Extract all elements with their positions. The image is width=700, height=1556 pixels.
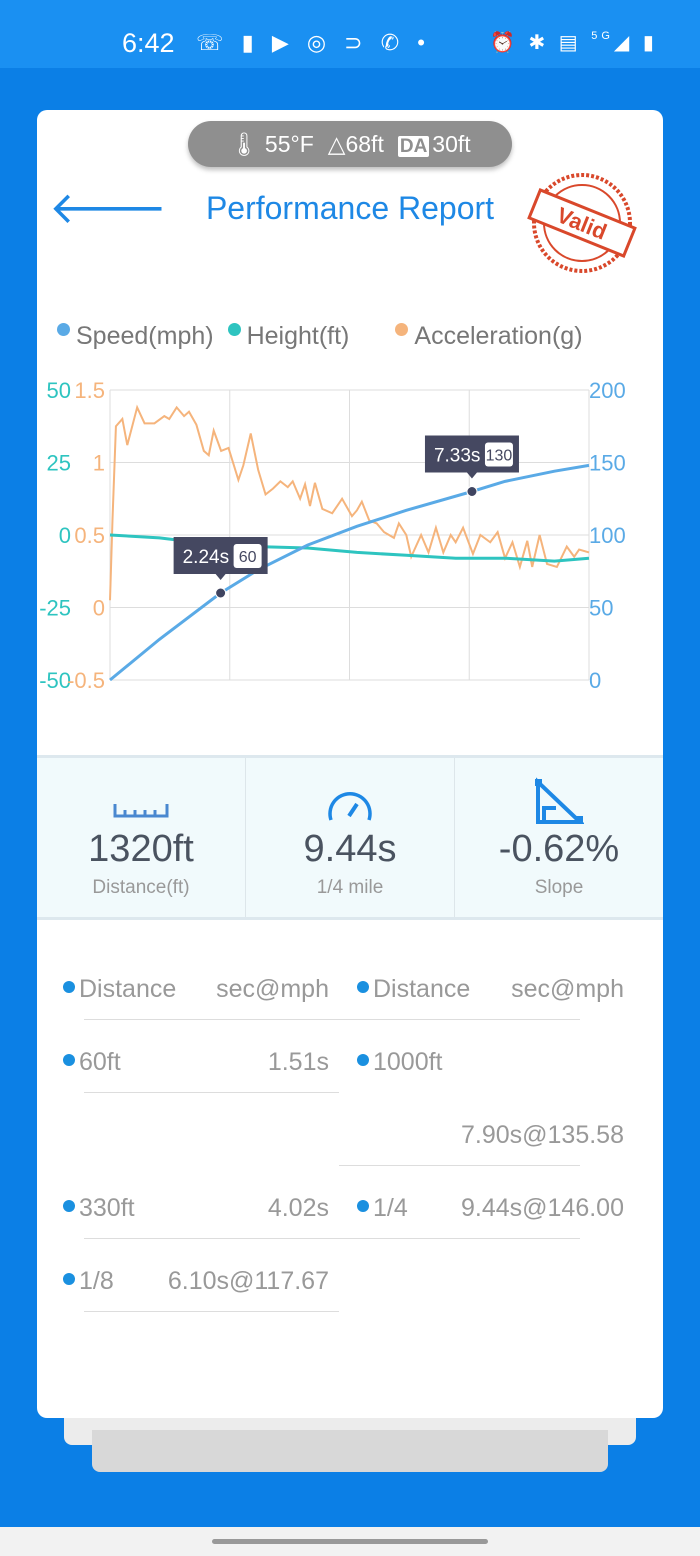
split-row: 1/8 6.10s@117.67 — [63, 1267, 329, 1307]
tick-speed: 150 — [589, 451, 626, 476]
altitude-value: 68ft — [345, 130, 384, 157]
series-speed — [109, 463, 590, 682]
tick-height: 25 — [47, 451, 71, 476]
slope-value: -0.62% — [498, 828, 620, 870]
split-row: 1/4 9.44s@146.00 — [357, 1194, 624, 1234]
back-arrow-icon[interactable]: 🡐 — [49, 184, 167, 233]
tick-acceleration: -0.5 — [67, 668, 105, 693]
slope-label: Slope — [534, 877, 584, 898]
mountain-icon: △ — [327, 130, 346, 157]
stat-slope: -0.62% Slope — [455, 758, 663, 917]
ruler-icon — [113, 804, 169, 818]
temperature: 🌡︎ 55°F — [229, 131, 313, 158]
tick-speed: 50 — [589, 596, 613, 621]
status-bar: 6:42 ☏ ▮ ▶ ◎ ⊃ ✆ • ⏰ ✱ ▤ 5G◢ ▮ — [0, 0, 700, 68]
tooltip-time: 7.33s — [434, 446, 480, 467]
acceleration-dot-icon — [395, 323, 409, 336]
distance-label: Distance(ft) — [92, 877, 190, 898]
valid-stamp: Valid — [527, 173, 637, 273]
home-handle[interactable] — [212, 1539, 488, 1544]
conditions-pill: 🌡︎ 55°F △68ft DA 30ft — [188, 121, 512, 167]
tick-speed: 0 — [589, 668, 601, 693]
series-acceleration — [109, 404, 590, 601]
stat-distance: 1320ft Distance(ft) — [37, 758, 246, 917]
tooltip-speed-badge — [484, 442, 513, 467]
divider — [84, 1092, 339, 1093]
notification-icons: ☏ ▮ ▶ ◎ ⊃ ✆ • — [196, 30, 431, 55]
legend-speed-label: Speed(mph) — [76, 322, 214, 350]
speed-marker — [466, 486, 478, 497]
legend-height-label: Height(ft) — [246, 322, 350, 350]
slope-icon — [535, 777, 585, 824]
stats-panel: 1320ft Distance(ft) 9.44s 1/4 mile -0.62… — [37, 755, 663, 920]
split-row: 1000ft — [357, 1048, 624, 1088]
tooltip-time: 2.24s — [183, 547, 229, 568]
height-dot-icon — [227, 323, 241, 336]
legend-acceleration[interactable]: Acceleration(g) — [395, 322, 583, 351]
distance-value: 1320ft — [88, 828, 194, 870]
speed-marker — [215, 587, 227, 599]
tooltip-speed: 130 — [486, 448, 513, 465]
density-altitude: DA 30ft — [397, 130, 471, 158]
altitude: △68ft — [328, 131, 384, 158]
legend-acceleration-label: Acceleration(g) — [414, 322, 583, 350]
thermometer-icon: 🌡︎ — [229, 130, 259, 157]
tick-acceleration: 0.5 — [74, 523, 105, 548]
tick-acceleration: 1 — [93, 451, 105, 476]
tick-height: -50 — [39, 668, 71, 693]
tooltip-speed: 60 — [239, 549, 257, 566]
split-row: 60ft 1.51s — [63, 1048, 329, 1088]
system-icons: ⏰ ✱ ▤ 5G◢ ▮ — [490, 30, 658, 54]
legend-speed[interactable]: Speed(mph) — [57, 322, 214, 351]
da-badge: DA — [397, 135, 430, 157]
tick-speed: 100 — [589, 523, 626, 548]
tick-acceleration: 1.5 — [74, 378, 105, 403]
speedometer-icon — [328, 792, 372, 821]
density-altitude-value: 30ft — [432, 130, 471, 157]
clock: 6:42 — [122, 28, 175, 58]
page-title: Performance Report — [205, 190, 495, 226]
quarter-mile-time: 9.44s — [303, 828, 397, 870]
split-row-value: 7.90s@135.58 — [460, 1121, 624, 1149]
network-5g: 5G — [591, 30, 614, 42]
divider — [339, 1165, 580, 1166]
quarter-mile-label: 1/4 mile — [316, 877, 384, 898]
tick-speed: 200 — [589, 378, 626, 403]
divider — [339, 1238, 580, 1239]
temperature-value: 55°F — [264, 130, 314, 157]
split-header-left: Distance sec@mph — [63, 975, 329, 1015]
speed-dot-icon — [57, 323, 70, 336]
tick-acceleration: 0 — [93, 596, 105, 621]
tick-height: 50 — [47, 378, 71, 403]
split-header-right: Distance sec@mph — [357, 975, 624, 1015]
report-card: 🌡︎ 55°F △68ft DA 30ft 🡐 Performance Repor… — [37, 110, 663, 1418]
tooltip-speed-badge — [233, 544, 262, 568]
chart-legend: Speed(mph) Height(ft) Acceleration(g) — [57, 322, 583, 351]
performance-chart[interactable]: 50250-25-501.510.50-0.52001501005002.24s… — [37, 360, 663, 700]
stat-quarter-mile: 9.44s 1/4 mile — [246, 758, 455, 917]
tick-height: 0 — [59, 523, 71, 548]
split-row: 330ft 4.02s — [63, 1194, 329, 1234]
divider — [339, 1019, 580, 1020]
tick-height: -25 — [39, 596, 71, 621]
divider — [84, 1019, 339, 1020]
legend-height[interactable]: Height(ft) — [227, 322, 350, 351]
divider — [84, 1311, 339, 1312]
divider — [84, 1238, 339, 1239]
card-stack-shadow-2 — [92, 1430, 608, 1472]
gesture-nav-bar — [0, 1527, 700, 1556]
